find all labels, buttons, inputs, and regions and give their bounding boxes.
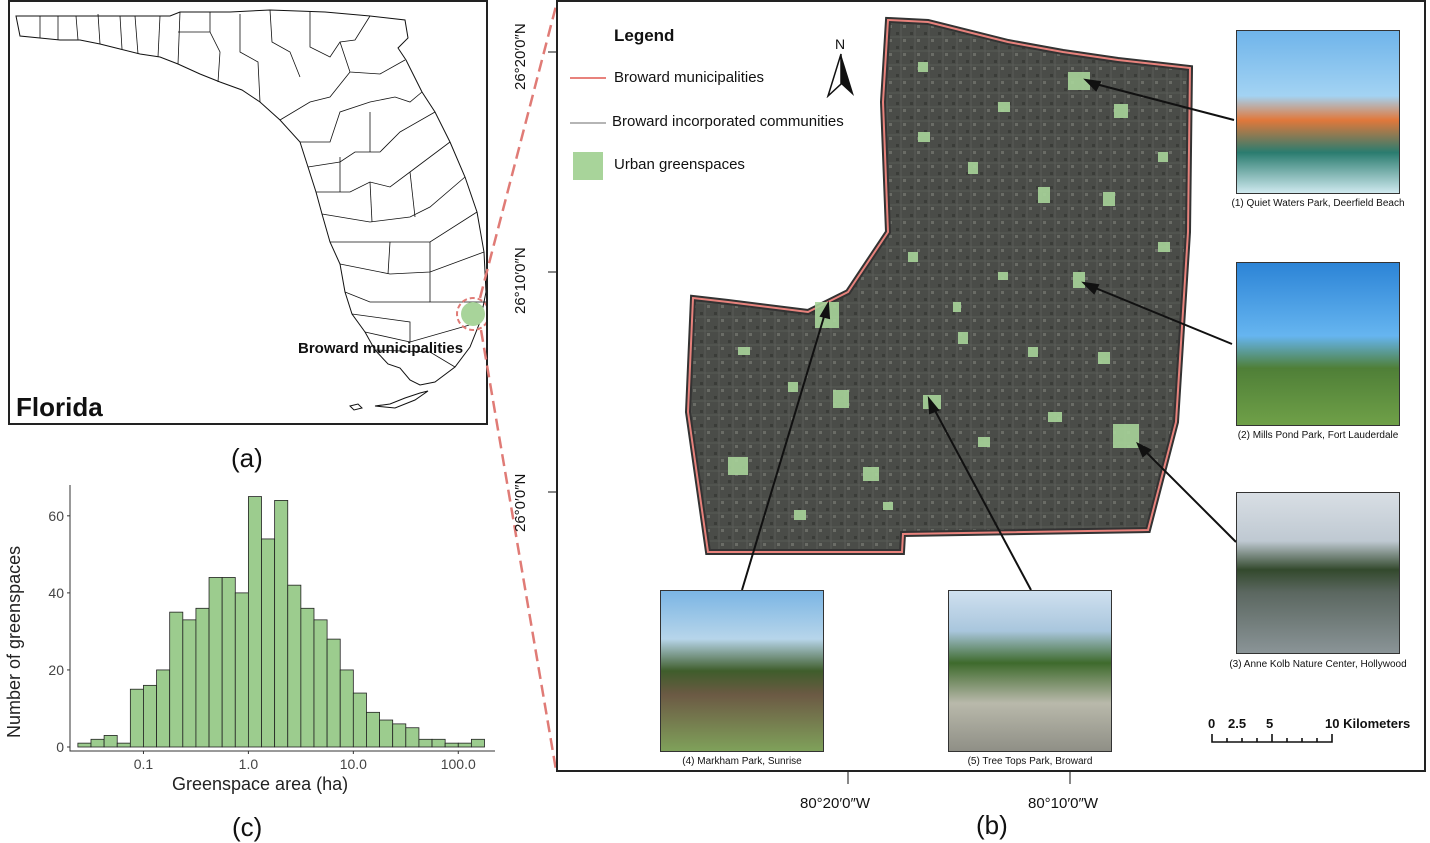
- histogram-x-tick: 10.0: [340, 756, 367, 772]
- histogram-bar: [103, 735, 118, 748]
- histogram-bar: [444, 742, 459, 748]
- legend-label-municipalities: Broward municipalities: [614, 69, 765, 86]
- histogram-bar: [195, 607, 210, 748]
- legend-swatch-greenspaces: [573, 152, 603, 180]
- broward-map-frame: Legend Broward municipalities Broward in…: [556, 0, 1426, 772]
- photo-anne-kolb: [1236, 492, 1400, 654]
- county-boundaries: [39, 9, 486, 368]
- photo-mills-pond: [1236, 262, 1400, 426]
- histogram-bar: [300, 607, 315, 748]
- lon-label-80-20: 80°20′0″W: [800, 795, 870, 812]
- histogram-x-tick: 100.0: [441, 756, 476, 772]
- municipality-outline: [686, 18, 1192, 553]
- histogram-x-tick: 0.1: [134, 756, 154, 772]
- legend-swatch-municipalities: [570, 77, 606, 79]
- lat-label-26-20: 26°20′0″N: [512, 23, 529, 90]
- histogram-bar: [77, 742, 92, 748]
- histogram-bar: [366, 711, 380, 748]
- greenspace-histogram: 0 20 40 60 0.1 1.0 10.0 100.0: [48, 485, 495, 772]
- histogram-bar: [470, 738, 485, 748]
- broward-circle: [456, 297, 486, 331]
- north-arrow-icon: [826, 53, 854, 98]
- histogram-bar: [247, 496, 262, 748]
- histogram-bar: [156, 669, 171, 748]
- greenspaces: [728, 62, 1170, 520]
- histogram-bar: [234, 592, 249, 748]
- photo-caption-5: (5) Tree Tops Park, Broward: [967, 756, 1093, 767]
- florida-outline: [15, 9, 486, 386]
- histogram-bar: [182, 619, 197, 748]
- histogram-bar: [274, 500, 289, 748]
- photo-caption-4: (4) Markham Park, Sunrise: [682, 756, 802, 767]
- lon-label-80-10: 80°10′0″W: [1028, 795, 1098, 812]
- photo-markham: [660, 590, 824, 752]
- histogram-bar: [261, 538, 276, 748]
- keys-island: [374, 390, 429, 409]
- scale-tick-10: 10 Kilometers: [1325, 716, 1411, 731]
- broward-map: [684, 16, 1237, 591]
- histogram-bar: [392, 723, 407, 748]
- lon-ticks: [847, 772, 1071, 784]
- broward-highlight: [461, 302, 485, 326]
- histogram-y-tick: 60: [48, 508, 64, 524]
- lat-label-26-00: 26°0′0″N: [512, 473, 529, 532]
- histogram-bar: [339, 669, 354, 748]
- photo-pointers: [741, 78, 1237, 591]
- panel-a-caption: (a): [231, 443, 263, 473]
- histogram-y-tick: 20: [48, 662, 64, 678]
- histogram-bar: [352, 692, 367, 748]
- broward-county-area: [684, 16, 1194, 555]
- scale-bar: [1211, 734, 1333, 743]
- histogram-bar: [326, 638, 341, 748]
- histogram-bar: [379, 719, 394, 748]
- scale-tick-5: 5: [1266, 716, 1274, 731]
- photo-quiet-waters: [1236, 30, 1400, 194]
- histogram-y-tick: 40: [48, 585, 64, 601]
- histogram-bar: [143, 684, 157, 748]
- photo-caption-3: (3) Anne Kolb Nature Center, Hollywood: [1229, 659, 1407, 670]
- legend-label-greenspaces: Urban greenspaces: [614, 156, 745, 173]
- histogram-x-label: Greenspace area (ha): [172, 774, 349, 794]
- legend-title: Legend: [614, 26, 675, 45]
- lat-label-26-10: 26°10′0″N: [512, 247, 529, 314]
- histogram-bar: [116, 742, 131, 748]
- panel-b-caption: (b): [976, 810, 1008, 840]
- broward-label: Broward municipalities: [298, 340, 464, 357]
- legend-swatch-communities: [570, 122, 606, 124]
- histogram-bar: [208, 577, 223, 748]
- scale-tick-0: 0: [1208, 716, 1216, 731]
- histogram-y-label: Number of greenspaces: [4, 545, 24, 738]
- florida-map: [15, 9, 486, 411]
- histogram-bar: [221, 577, 236, 748]
- panel-c-caption: (c): [232, 812, 263, 842]
- florida-map-frame: Broward municipalities Florida: [8, 0, 488, 425]
- histogram-x-tick: 1.0: [239, 756, 259, 772]
- histogram-bar: [287, 584, 302, 748]
- histogram-bar: [431, 738, 446, 748]
- histogram-y-tick: 0: [56, 739, 64, 755]
- histogram-bar: [90, 738, 105, 748]
- histogram-bar: [457, 742, 472, 748]
- photo-caption-1: (1) Quiet Waters Park, Deerfield Beach: [1231, 198, 1405, 209]
- histogram-bar: [313, 619, 328, 748]
- north-label: N: [835, 36, 846, 52]
- photo-tree-tops: [948, 590, 1112, 752]
- histogram-bar: [129, 688, 144, 748]
- keys-island-2: [349, 403, 363, 411]
- legend-label-communities: Broward incorporated communities: [612, 113, 844, 130]
- histogram-bar: [405, 727, 420, 748]
- lat-ticks: [548, 51, 556, 493]
- florida-title: Florida: [16, 392, 103, 422]
- scale-tick-2-5: 2.5: [1228, 716, 1247, 731]
- histogram-bar: [418, 738, 433, 748]
- photo-caption-2: (2) Mills Pond Park, Fort Lauderdale: [1237, 430, 1399, 441]
- histogram-bar: [169, 611, 184, 748]
